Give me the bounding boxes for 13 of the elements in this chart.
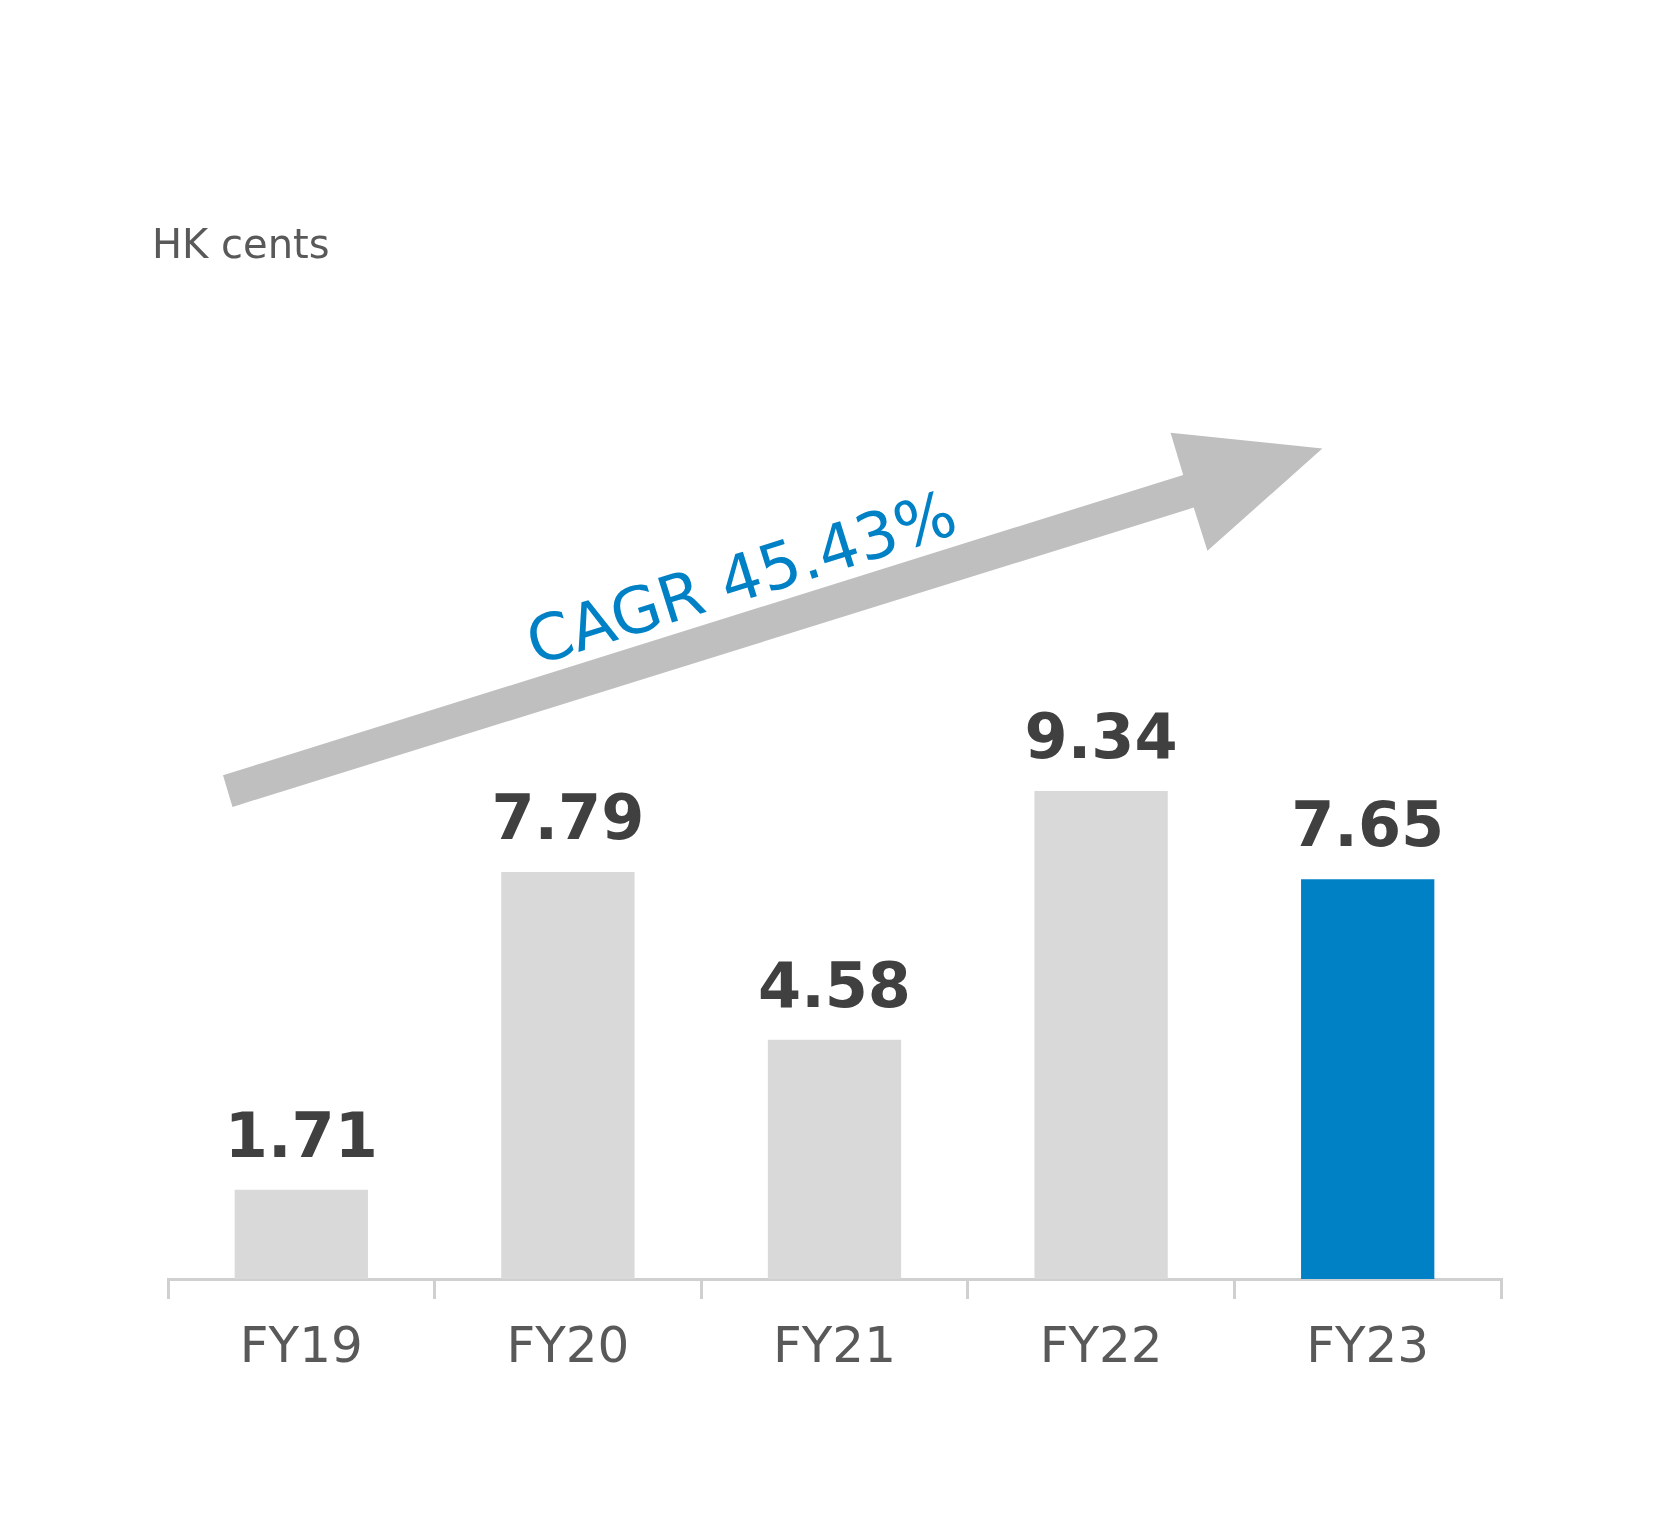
bar <box>1301 879 1435 1279</box>
data-label: 7.79 <box>491 781 645 855</box>
data-label: 1.71 <box>224 1098 378 1172</box>
text: HK cents <box>152 221 330 268</box>
x-tick-label: FY19 <box>239 1315 363 1374</box>
x-tick-label: FY21 <box>773 1315 896 1374</box>
data-label: 7.65 <box>1291 788 1445 862</box>
data-label: 9.34 <box>1024 700 1178 774</box>
x-tick-label: FY22 <box>1039 1315 1163 1374</box>
data-label: 4.58 <box>758 948 911 1022</box>
x-tick-label: FY23 <box>1306 1315 1430 1374</box>
text: CAGR 45.43% <box>517 475 966 680</box>
x-tick-label: FY20 <box>506 1315 630 1374</box>
